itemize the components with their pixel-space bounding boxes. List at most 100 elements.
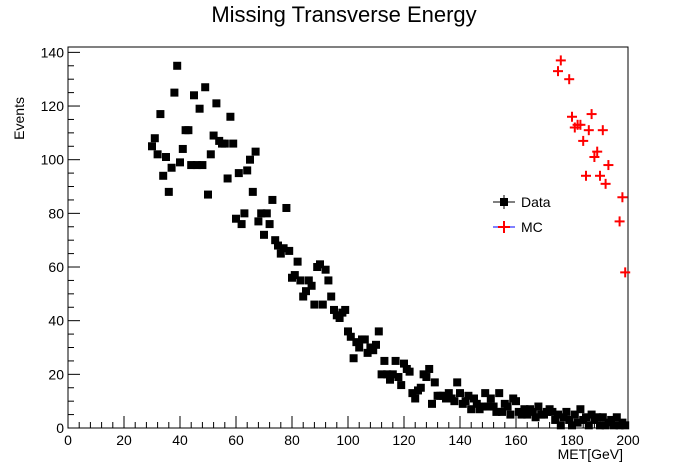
data-point	[254, 217, 263, 226]
mc-point	[603, 160, 614, 171]
legend-entry-data: Data	[493, 194, 551, 210]
data-point	[584, 421, 593, 430]
data-point	[234, 169, 243, 178]
data-point	[335, 313, 344, 322]
data-point	[422, 373, 431, 382]
x-tick-label: 60	[228, 432, 244, 448]
x-tick-label: 120	[392, 432, 416, 448]
data-point	[456, 389, 464, 398]
data-point	[243, 166, 252, 175]
mc-point	[555, 55, 566, 66]
data-point	[150, 134, 159, 143]
data-point	[170, 88, 179, 97]
data-point	[464, 391, 473, 400]
data-point	[237, 220, 246, 229]
data-point	[330, 305, 338, 314]
data-point	[554, 410, 562, 419]
data-point	[310, 300, 319, 309]
y-tick-label: 140	[41, 44, 65, 60]
data-point	[173, 61, 182, 70]
y-tick-label: 100	[41, 152, 65, 168]
data-point	[279, 244, 288, 253]
data-point	[363, 348, 372, 357]
data-point	[562, 407, 571, 416]
data-point	[260, 230, 268, 239]
data-point	[416, 383, 425, 392]
x-tick-label: 20	[116, 432, 132, 448]
y-tick-label: 60	[48, 259, 64, 275]
data-point	[523, 410, 532, 419]
data-point	[246, 155, 254, 164]
data-point	[397, 381, 406, 390]
data-point	[607, 415, 616, 424]
data-point	[489, 402, 498, 411]
data-series	[148, 61, 630, 430]
data-point	[450, 397, 459, 406]
x-tick-label: 160	[504, 432, 528, 448]
mc-series	[553, 55, 631, 278]
data-point	[285, 246, 294, 255]
data-point	[271, 236, 280, 245]
data-point	[187, 161, 196, 170]
data-point	[318, 300, 327, 309]
x-tick-label: 180	[560, 432, 584, 448]
data-point	[299, 292, 308, 301]
data-point	[257, 209, 266, 218]
data-point	[355, 343, 364, 352]
data-point	[372, 340, 380, 349]
y-tick-label: 40	[48, 313, 64, 329]
data-point	[248, 187, 257, 196]
data-point	[302, 287, 310, 296]
data-point	[587, 410, 596, 419]
data-point	[531, 413, 540, 422]
mc-point	[592, 146, 603, 157]
legend: Data MC	[493, 194, 551, 235]
data-point	[344, 327, 352, 336]
chart-title: Missing Transverse Energy	[211, 2, 476, 27]
data-point	[304, 276, 313, 285]
mc-point	[600, 178, 611, 189]
data-point	[176, 158, 184, 167]
data-point	[184, 126, 193, 135]
data-point	[198, 161, 207, 170]
data-point	[442, 394, 450, 403]
y-tick-label: 0	[56, 420, 64, 436]
data-point	[223, 174, 232, 183]
legend-data-label: Data	[521, 194, 551, 210]
plot-frame	[67, 46, 629, 429]
data-point	[307, 281, 316, 290]
data-point	[559, 413, 568, 422]
data-point	[204, 190, 212, 199]
data-point	[346, 332, 355, 341]
data-point	[349, 354, 358, 363]
data-point	[534, 402, 543, 411]
data-point	[425, 364, 434, 373]
data-point	[405, 367, 414, 376]
data-point	[593, 413, 602, 422]
x-axis-label: MET[GeV]	[558, 446, 623, 462]
data-point	[486, 394, 495, 403]
data-point	[548, 407, 557, 416]
data-point	[290, 271, 299, 280]
data-point	[232, 214, 240, 223]
data-point	[148, 142, 156, 151]
data-point	[484, 402, 492, 411]
data-point	[428, 399, 436, 408]
data-point	[156, 110, 165, 119]
data-point	[478, 402, 487, 411]
data-point	[159, 171, 168, 180]
mc-point	[589, 152, 600, 163]
data-point	[265, 220, 274, 229]
data-point	[206, 150, 215, 159]
data-point	[411, 394, 420, 403]
data-point	[568, 421, 576, 430]
data-point	[274, 241, 282, 250]
data-point	[621, 421, 630, 430]
data-point	[576, 405, 585, 414]
data-point	[461, 397, 470, 406]
data-point	[201, 83, 210, 92]
data-point	[556, 421, 565, 430]
data-point	[226, 112, 235, 121]
legend-entry-mc: MC	[493, 219, 543, 235]
